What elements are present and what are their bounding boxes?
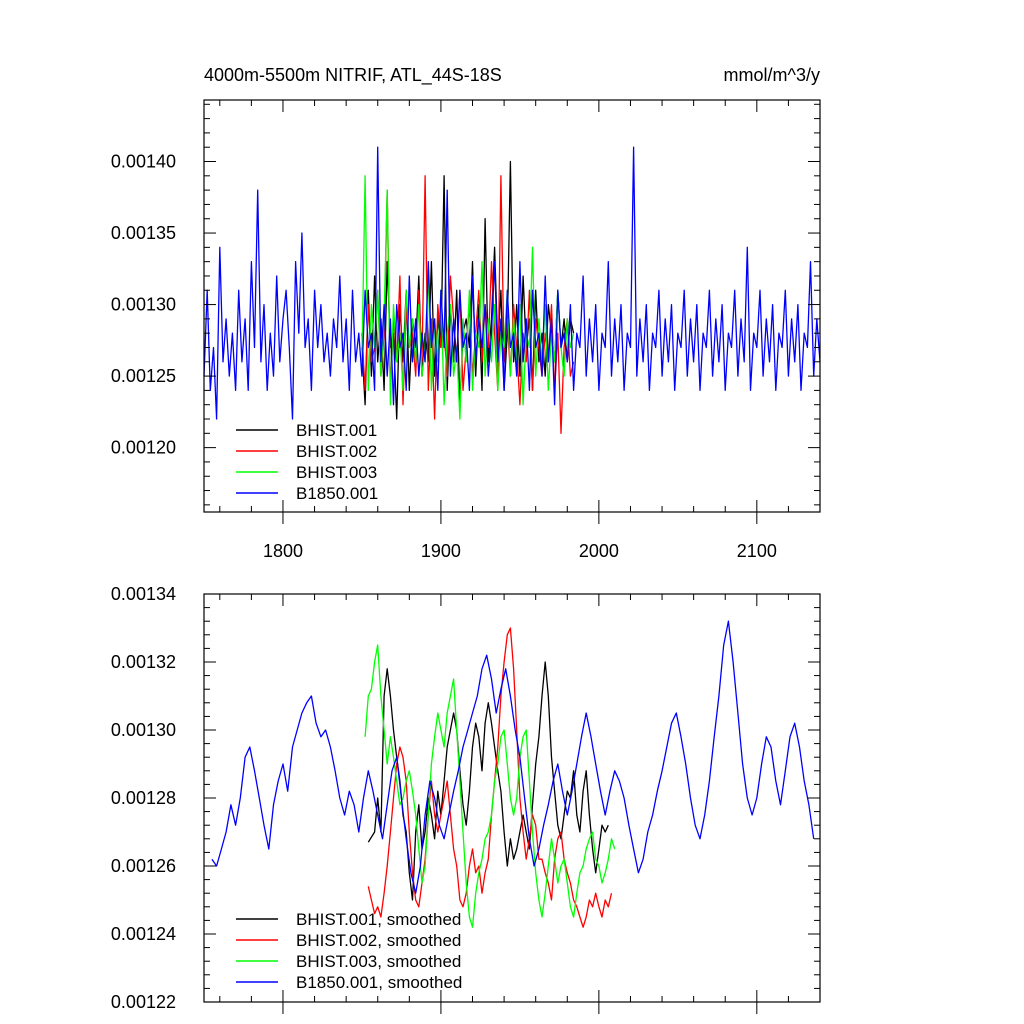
bottom-series-line-3 [364,644,616,928]
top-legend-label: BHIST.002 [296,442,377,461]
top-y-tick-label: 0.00140 [111,152,176,172]
top-y-tick-label: 0.00130 [111,295,176,315]
bottom-series-line-4 [211,620,815,894]
top-x-tick-label: 1800 [263,541,303,561]
top-legend: BHIST.001 BHIST.002 BHIST.003 B1850.001 [236,421,378,503]
top-x-tick-label: 1900 [421,541,461,561]
top-series-line-4 [203,146,821,420]
bottom-legend-label: BHIST.001, smoothed [296,910,461,929]
bottom-panel: 0.00122 0.00124 0.00126 0.00128 0.00130 0.001… [111,584,821,1014]
bottom-legend-label: BHIST.003, smoothed [296,952,461,971]
top-series-group [203,146,821,434]
top-panel: 4000m-5500m NITRIF, ATL_44S-18S mmol/m^3… [111,65,821,561]
top-y-tick-label: 0.00120 [111,438,176,458]
top-legend-label: B1850.001 [296,484,378,503]
bottom-y-tick-label: 0.00132 [111,652,176,672]
bottom-axes: 0.00122 0.00124 0.00126 0.00128 0.00130 0.001… [111,584,821,1014]
top-x-tick-label: 2000 [579,541,619,561]
bottom-legend-label: BHIST.002, smoothed [296,931,461,950]
bottom-y-tick-label: 0.00124 [111,924,176,944]
top-title-left: 4000m-5500m NITRIF, ATL_44S-18S [204,65,502,86]
bottom-series-line-1 [367,661,609,901]
bottom-y-tick-label: 0.00134 [111,584,176,604]
top-series-line-3 [361,175,575,420]
bottom-legend-label: B1850.001, smoothed [296,973,462,992]
top-y-tick-label: 0.00135 [111,223,176,243]
bottom-series-group [211,620,815,928]
top-x-tick-label: 2100 [737,541,777,561]
bottom-legend: BHIST.001, smoothed BHIST.002, smoothed BH… [236,910,462,992]
bottom-y-tick-label: 0.00130 [111,720,176,740]
top-title-right: mmol/m^3/y [724,65,820,85]
top-legend-label: BHIST.001 [296,421,377,440]
bottom-series-line-2 [367,627,613,928]
bottom-plot-frame [203,593,821,1003]
bottom-y-tick-label: 0.00128 [111,788,176,808]
top-axes: 1800 1900 2000 2100 0.00120 0.00125 0.00130 0.0… [111,100,821,561]
top-plot-frame [203,99,821,513]
bottom-y-tick-label: 0.00126 [111,856,176,876]
top-y-tick-label: 0.00125 [111,366,176,386]
top-legend-label: BHIST.003 [296,463,377,482]
bottom-y-tick-label: 0.00122 [111,992,176,1012]
